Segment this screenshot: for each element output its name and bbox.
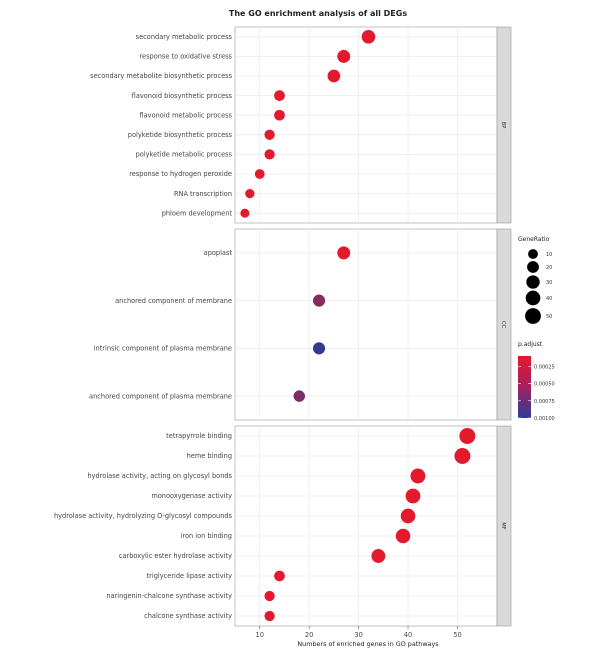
size-legend-label: 20 — [546, 265, 552, 271]
size-legend-key — [525, 308, 541, 324]
color-legend-label: 0.00050 — [534, 382, 555, 388]
data-point — [371, 549, 386, 563]
x-tick-label: 10 — [256, 631, 264, 639]
data-point — [312, 294, 326, 307]
data-point — [274, 109, 285, 121]
data-point — [410, 468, 426, 484]
data-point — [327, 69, 341, 83]
data-point — [254, 169, 265, 179]
y-tick-label: triglyceride lipase activity — [147, 572, 232, 580]
data-point — [264, 610, 275, 622]
y-tick-label: secondary metabolic process — [136, 33, 233, 41]
panel-background — [234, 425, 498, 627]
size-legend-label: 10 — [546, 252, 552, 258]
data-point — [337, 49, 351, 63]
y-tick-label: iron ion binding — [181, 532, 232, 540]
size-legend-label: 40 — [546, 296, 552, 302]
y-tick-label: carboxylic ester hydrolase activity — [119, 552, 232, 560]
data-point — [274, 570, 285, 582]
size-legend-key — [527, 261, 539, 273]
y-tick-label: response to hydrogen peroxide — [129, 170, 232, 178]
x-axis-title: Numbers of enriched genes in GO pathways — [297, 640, 439, 648]
data-point — [405, 488, 421, 504]
y-tick-label: RNA transcription — [174, 190, 232, 198]
color-legend: p.adjust 0.00025 0.00050 0.00075 0.00100 — [518, 341, 555, 422]
color-legend-label: 0.00075 — [534, 399, 555, 405]
panel-background — [234, 26, 498, 224]
chart-title: The GO enrichment analysis of all DEGs — [229, 9, 407, 18]
size-legend-key — [526, 275, 540, 289]
y-tick-label: secondary metabolite biosynthetic proces… — [90, 72, 232, 80]
facet-strip-label: MF — [500, 522, 506, 529]
data-point — [361, 29, 376, 44]
y-tick-label: monooxygenase activity — [151, 492, 232, 500]
data-point — [264, 590, 275, 602]
x-tick-label: 50 — [453, 631, 461, 639]
data-point — [274, 90, 285, 101]
x-tick-label: 30 — [354, 631, 362, 639]
facet-strip — [496, 26, 512, 224]
size-legend-label: 50 — [546, 314, 552, 320]
y-tick-label: hydrolase activity, acting on glycosyl b… — [87, 472, 232, 480]
x-axis: 10 20 30 40 50 — [256, 626, 462, 639]
y-tick-label: hydrolase activity, hydrolyzing O-glycos… — [54, 512, 233, 520]
y-tick-label: flavonoid metabolic process — [139, 111, 232, 119]
y-tick-label: flavonoid biosynthetic process — [132, 92, 233, 100]
panel-background — [234, 228, 498, 421]
y-tick-label: heme binding — [187, 452, 232, 460]
facet-panel-mf: tetrapyrrole binding heme binding hydrolas… — [54, 425, 512, 627]
facet-panel-bp: secondary metabolic process response to o… — [90, 26, 512, 224]
data-point — [312, 342, 326, 355]
facet-strip — [496, 425, 512, 627]
size-legend-key — [528, 249, 538, 259]
y-tick-label: anchored component of plasma membrane — [89, 392, 232, 400]
x-tick-label: 40 — [404, 631, 412, 639]
data-point — [400, 508, 416, 524]
y-tick-label: polyketide biosynthetic process — [128, 131, 233, 139]
data-point — [245, 188, 255, 199]
y-tick-label: anchored component of membrane — [115, 297, 232, 305]
data-point — [454, 448, 471, 464]
y-tick-label: chalcone synthase activity — [144, 612, 232, 620]
y-tick-label: phloem development — [162, 209, 233, 217]
x-tick-label: 20 — [305, 631, 313, 639]
y-tick-label: tetrapyrrole binding — [166, 432, 232, 440]
color-legend-label: 0.00025 — [534, 364, 555, 370]
data-point — [264, 129, 275, 140]
data-point — [264, 149, 275, 160]
y-tick-label: polyketide metabolic process — [136, 151, 233, 159]
color-legend-title: p.adjust — [518, 341, 543, 348]
data-point — [337, 246, 351, 260]
facet-panels: secondary metabolic process response to o… — [54, 26, 512, 627]
size-legend-key — [525, 290, 541, 306]
y-tick-label: apoplast — [204, 249, 233, 257]
data-point — [459, 428, 476, 444]
facet-panel-cc: apoplast anchored component of membrane in… — [89, 228, 512, 421]
y-tick-label: naringenin-chalcone synthase activity — [106, 592, 232, 600]
facet-strip-label: CC — [500, 321, 506, 328]
data-point — [395, 528, 411, 544]
color-legend-bar — [518, 356, 531, 418]
facet-strip — [496, 228, 512, 421]
size-legend: GeneRatio 10 20 30 40 50 — [518, 236, 552, 324]
facet-strip-label: BP — [500, 122, 506, 128]
y-tick-label: intrinsic component of plasma membrane — [94, 345, 232, 353]
size-legend-label: 30 — [546, 280, 552, 286]
data-point — [240, 208, 250, 218]
size-legend-title: GeneRatio — [518, 236, 550, 243]
y-tick-label: response to oxidative stress — [139, 53, 232, 61]
color-legend-label: 0.00100 — [534, 416, 555, 422]
data-point — [293, 390, 306, 402]
